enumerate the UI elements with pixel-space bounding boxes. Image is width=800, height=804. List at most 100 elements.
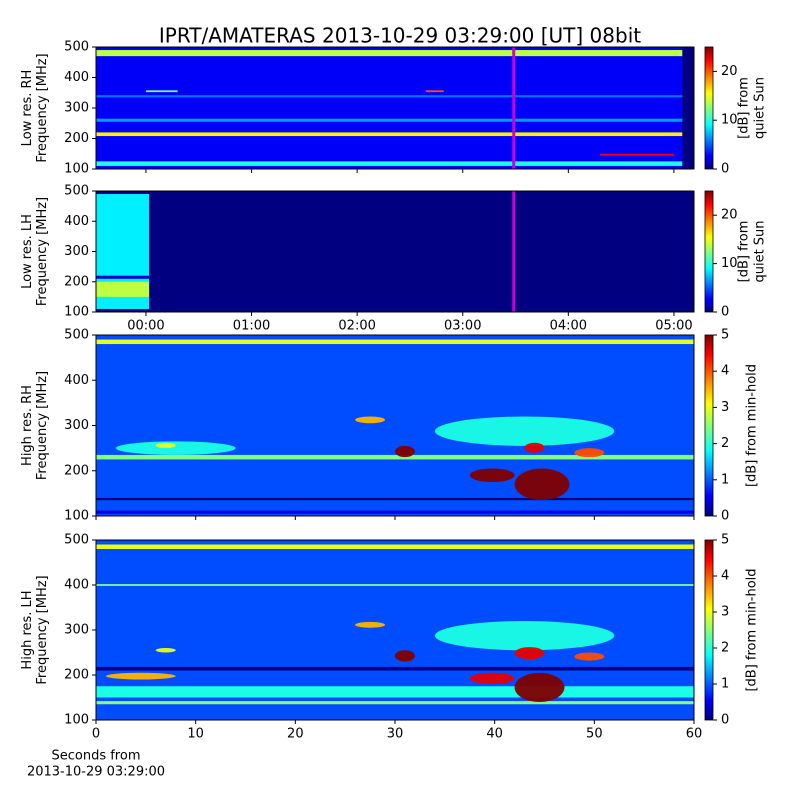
background: [96, 47, 694, 169]
x-tick-label: 04:00: [550, 319, 587, 334]
colorbar-tick-label: 10: [721, 256, 738, 271]
colorbar-tick-label: 0: [721, 305, 729, 320]
spectrogram-cell: [469, 672, 515, 684]
y-axis-label: Low res. LH: [20, 214, 35, 289]
y-axis-label: Low res. RH: [20, 70, 35, 147]
x-tick-label: 0: [92, 727, 100, 742]
y-axis-label: High res. LH: [20, 590, 35, 669]
spectrogram-cell: [96, 339, 694, 345]
spectrogram-cell: [425, 90, 444, 93]
colorbar-label: quiet Sun: [753, 220, 768, 282]
spectrogram-cell: [574, 652, 605, 661]
colorbar-tick-label: 0: [721, 509, 729, 524]
spectrogram-cell: [155, 442, 176, 449]
spectrogram-cell: [96, 686, 694, 698]
y-tick-label: 100: [64, 713, 89, 728]
x-tick-label: 01:00: [233, 319, 270, 334]
spectrogram-cell: [96, 95, 683, 98]
spectrogram-cell: [105, 672, 176, 680]
spectrogram-cell: [434, 416, 615, 446]
y-tick-label: 400: [64, 214, 89, 229]
chart-title: IPRT/AMATERAS 2013-10-29 03:29:00 [UT] 0…: [159, 24, 641, 48]
spectrogram-cell: [574, 448, 605, 458]
y-tick-label: 500: [64, 533, 89, 548]
colorbar: [704, 334, 714, 517]
spectrogram-cell: [434, 621, 615, 651]
y-axis-label: Frequency [MHz]: [35, 53, 50, 162]
y-tick-label: 300: [64, 418, 89, 433]
spectrogram-cell: [600, 153, 674, 156]
spectrogram-cell: [96, 510, 694, 514]
x-tick-label: 30: [387, 727, 404, 742]
y-tick-label: 200: [64, 131, 89, 146]
spectrogram-cell: [96, 701, 694, 705]
y-tick-label: 400: [64, 578, 89, 593]
plot-area: [96, 335, 694, 516]
spectrogram-cell: [469, 468, 515, 483]
y-tick-label: 100: [64, 162, 89, 177]
colorbar-tick-label: 2: [721, 436, 729, 451]
x-tick-label: 00:00: [127, 319, 164, 334]
spectrogram-cell: [395, 445, 415, 458]
spectrogram-cell: [96, 118, 683, 122]
colorbar: [704, 190, 714, 313]
plot-area: [96, 47, 694, 169]
colorbar-tick-label: 3: [721, 605, 729, 620]
colorbar-tick-label: 20: [721, 208, 738, 223]
spectrogram-cell: [96, 50, 683, 57]
colorbar-label: [dB] from min-hold: [745, 568, 760, 691]
y-axis-label: Frequency [MHz]: [35, 371, 50, 480]
x-tick-label: 03:00: [444, 319, 481, 334]
spectrogram-cell: [514, 647, 545, 660]
y-tick-label: 100: [64, 305, 89, 320]
colorbar: [704, 46, 714, 170]
spectrogram-cell: [96, 275, 150, 279]
spectrogram-cell: [96, 544, 694, 549]
colorbar-tick-label: 4: [721, 569, 729, 584]
colorbar-tick-label: 1: [721, 677, 729, 692]
colorbar-label: [dB] from: [737, 77, 752, 139]
spectrogram-cell: [355, 416, 386, 424]
spectrogram-cell: [96, 584, 694, 586]
spectrogram-cell: [115, 441, 236, 455]
colorbar-tick-label: 5: [721, 328, 729, 343]
spectrogram-cell: [145, 90, 178, 93]
colorbar-tick-label: 1: [721, 472, 729, 487]
y-axis-label: Frequency [MHz]: [35, 575, 50, 684]
spectrogram-cell: [96, 666, 694, 671]
colorbar-tick-label: 2: [721, 641, 729, 656]
y-tick-label: 100: [64, 509, 89, 524]
colorbar-tick-label: 3: [721, 400, 729, 415]
y-axis-label: Frequency [MHz]: [35, 197, 50, 306]
y-tick-label: 300: [64, 623, 89, 638]
spectrogram-cell: [96, 454, 694, 460]
spectrogram-cell: [355, 621, 386, 628]
y-axis-label: High res. RH: [20, 385, 35, 466]
colorbar-tick-label: 5: [721, 533, 729, 548]
plot-area: [96, 540, 694, 720]
plot-area: [96, 191, 694, 312]
colorbar-tick-label: 0: [721, 713, 729, 728]
spectrogram-cell: [96, 161, 683, 166]
y-tick-label: 500: [64, 328, 89, 343]
x-tick-label: 10: [187, 727, 204, 742]
background: [96, 191, 694, 312]
spectrogram-cell: [514, 468, 570, 501]
y-tick-label: 300: [64, 101, 89, 116]
x-tick-label: 02:00: [338, 319, 375, 334]
x-tick-label: 40: [486, 727, 503, 742]
spectrogram-cell: [155, 648, 176, 653]
x-axis-label: 2013-10-29 03:29:00: [27, 765, 165, 780]
spectrogram-cell: [96, 132, 683, 137]
y-tick-label: 200: [64, 274, 89, 289]
y-tick-label: 200: [64, 463, 89, 478]
x-tick-label: 50: [586, 727, 603, 742]
spectrogram-cell: [96, 281, 150, 297]
x-tick-label: 05:00: [655, 319, 692, 334]
spectrogram-cell: [682, 47, 694, 169]
colorbar-tick-label: 20: [721, 64, 738, 79]
colorbar-tick-label: 4: [721, 364, 729, 379]
colorbar-label: quiet Sun: [753, 77, 768, 139]
spectrogram-cell: [96, 497, 694, 501]
